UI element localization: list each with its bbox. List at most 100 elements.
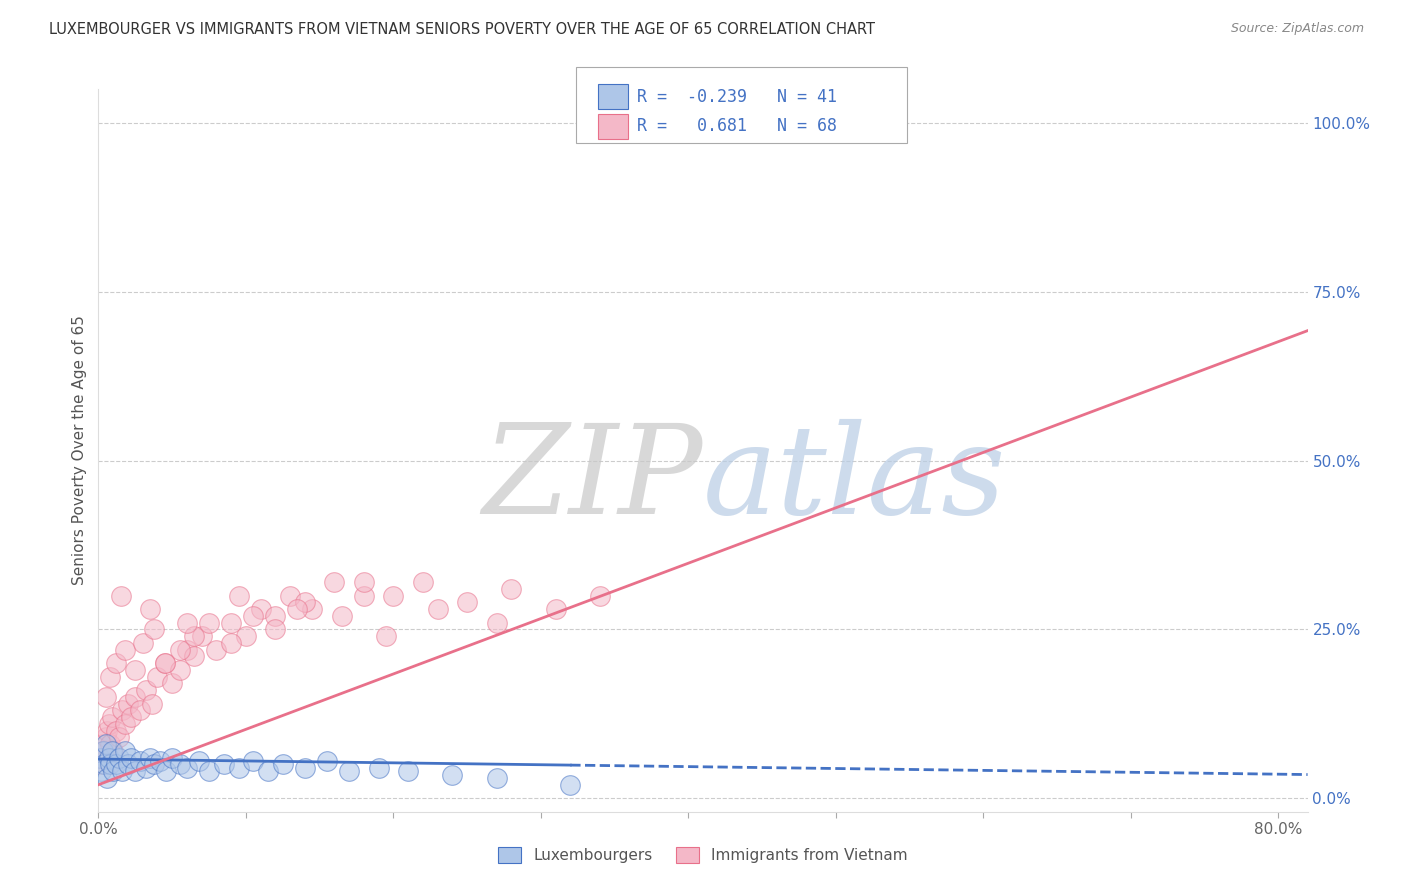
Point [94,731,117,745]
Point [271,757,294,772]
Point [128,703,150,717]
Point [375,629,398,643]
Point [485,771,508,785]
Point [330,608,353,623]
Point [294,595,316,609]
Point [124,764,146,779]
Point [100,744,122,758]
Point [135,761,157,775]
Point [120,750,142,764]
Point [396,764,419,779]
Text: Source: ZipAtlas.com: Source: ZipAtlas.com [1230,22,1364,36]
Point [456,595,478,609]
Point [101,744,124,758]
Point [153,656,176,670]
Point [141,697,163,711]
Point [198,764,221,779]
Point [190,629,212,643]
Point [353,575,375,590]
Point [589,589,612,603]
Point [287,602,309,616]
Point [249,602,271,616]
Point [97,717,120,731]
Point [94,737,117,751]
Point [93,757,115,772]
Point [264,623,287,637]
Point [219,636,242,650]
Point [98,737,121,751]
Point [176,761,198,775]
Point [155,764,177,779]
Point [160,750,183,764]
Point [117,757,139,772]
Point [219,615,242,630]
Point [426,602,449,616]
Point [198,615,221,630]
Point [91,744,114,758]
Point [485,615,508,630]
Point [98,670,121,684]
Point [501,582,523,596]
Point [146,670,169,684]
Point [242,754,264,768]
Point [441,767,464,781]
Point [110,589,132,603]
Point [149,754,172,768]
Point [176,615,198,630]
Point [323,575,346,590]
Text: R =  -0.239   N = 41: R = -0.239 N = 41 [637,87,837,106]
Point [205,642,228,657]
Point [153,656,176,670]
Point [544,602,567,616]
Point [114,744,136,758]
Point [96,723,118,738]
Point [228,761,250,775]
Point [94,690,117,704]
Point [382,589,405,603]
Point [91,737,114,751]
Point [100,710,122,724]
Point [96,771,118,785]
Point [105,757,128,772]
Point [212,757,235,772]
Point [169,642,191,657]
Point [235,629,257,643]
Point [108,750,131,764]
Point [143,757,166,772]
Point [183,649,205,664]
Point [98,757,121,772]
Point [128,754,150,768]
Point [242,608,264,623]
Point [560,778,582,792]
Point [108,731,131,745]
Point [90,750,112,764]
Point [111,764,134,779]
Point [316,754,339,768]
Text: LUXEMBOURGER VS IMMIGRANTS FROM VIETNAM SENIORS POVERTY OVER THE AGE OF 65 CORRE: LUXEMBOURGER VS IMMIGRANTS FROM VIETNAM … [49,22,875,37]
Point [139,750,162,764]
Point [176,642,198,657]
Point [114,642,136,657]
Point [111,703,134,717]
Y-axis label: Seniors Poverty Over the Age of 65: Seniors Poverty Over the Age of 65 [72,316,87,585]
Point [97,750,120,764]
Point [89,757,111,772]
Point [187,754,209,768]
Point [114,717,136,731]
Point [101,764,124,779]
Point [294,761,316,775]
Point [264,608,287,623]
Text: ZIP: ZIP [482,418,703,541]
Text: R =   0.681   N = 68: R = 0.681 N = 68 [637,117,837,136]
Point [139,602,162,616]
Point [124,690,146,704]
Point [301,602,323,616]
Text: atlas: atlas [703,418,1007,541]
Point [169,757,191,772]
Point [183,629,205,643]
Point [228,589,250,603]
Point [105,723,128,738]
Point [412,575,434,590]
Point [353,589,375,603]
Point [120,710,142,724]
